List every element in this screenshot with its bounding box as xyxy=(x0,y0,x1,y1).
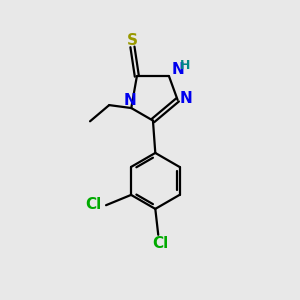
Text: Cl: Cl xyxy=(85,197,102,212)
Text: N: N xyxy=(123,93,136,108)
Text: Cl: Cl xyxy=(152,236,169,250)
Text: H: H xyxy=(180,59,190,72)
Text: N: N xyxy=(179,91,192,106)
Text: N: N xyxy=(172,62,185,77)
Text: S: S xyxy=(127,33,138,48)
